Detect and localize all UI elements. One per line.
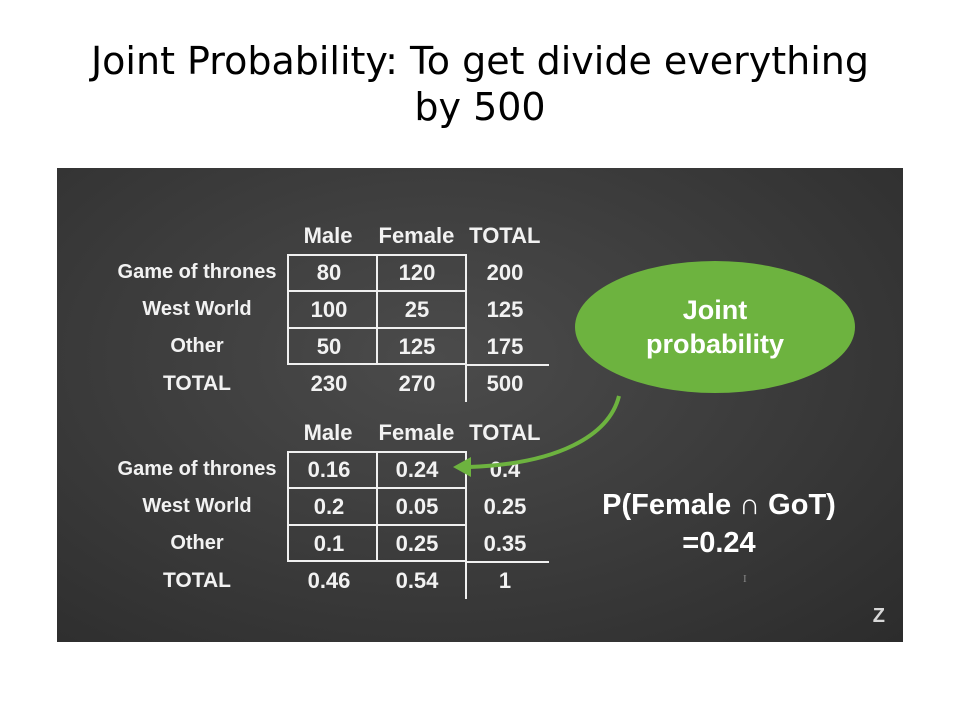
- probs-header-row: Male Female TOTAL: [109, 415, 549, 451]
- cell: 0.46: [307, 568, 351, 593]
- cell: 0.1: [313, 531, 345, 556]
- cell: 500: [486, 371, 524, 396]
- title-line-2: by 500: [414, 85, 546, 129]
- probs-grid-vline: [465, 562, 467, 599]
- probs-grid-hline: [287, 524, 467, 526]
- row-label: West World: [142, 298, 252, 320]
- cell: 230: [310, 371, 348, 396]
- logo-icon: Z: [872, 605, 885, 627]
- table-row: West World 0.2 0.05 0.25: [109, 488, 549, 525]
- row-label: TOTAL: [162, 371, 232, 395]
- counts-header-row: Male Female TOTAL: [109, 218, 549, 254]
- cell: 270: [398, 371, 436, 396]
- formula-line-2: =0.24: [682, 527, 756, 559]
- formula-line-1: P(Female ∩ GoT): [602, 489, 836, 521]
- header-male: Male: [303, 420, 353, 445]
- joint-probability-bubble: Joint probability: [575, 261, 855, 393]
- arrow-to-cell: [453, 395, 621, 477]
- counts-grid-vline: [376, 254, 378, 365]
- row-label: Other: [170, 532, 224, 554]
- cell: 0.25: [395, 531, 439, 556]
- probs-grid-hline: [465, 561, 549, 563]
- probability-table: Male Female TOTAL Game of thrones 0.16 0…: [109, 415, 549, 599]
- title-line-1: Joint Probability: To get divide everyth…: [90, 39, 870, 83]
- header-male: Male: [303, 223, 353, 248]
- text-cursor-icon: I: [743, 573, 747, 585]
- header-total: TOTAL: [469, 223, 541, 248]
- cell: 0.2: [313, 494, 345, 519]
- chalkboard-image: Male Female TOTAL Game of thrones 80 120…: [57, 168, 903, 642]
- cell: 0.25: [483, 494, 527, 519]
- cell: 80: [316, 260, 342, 285]
- formula-text: P(Female ∩ GoT) =0.24: [577, 486, 861, 562]
- header-female: Female: [378, 420, 455, 445]
- counts-grid-hline: [287, 327, 467, 329]
- cell: 0.35: [483, 531, 527, 556]
- table-row: Other 0.1 0.25 0.35: [109, 525, 549, 562]
- cell-highlighted: 0.24: [395, 457, 439, 482]
- row-label: Game of thrones: [117, 261, 277, 283]
- cell: 125: [398, 334, 436, 359]
- arrow-head: [453, 457, 471, 477]
- row-label: West World: [142, 495, 252, 517]
- cell: 100: [310, 297, 348, 322]
- probs-grid-hline: [287, 487, 467, 489]
- probs-grid-vline: [376, 451, 378, 562]
- row-label: Other: [170, 335, 224, 357]
- arrow-curve: [468, 395, 621, 469]
- table-row: Other 50 125 175: [109, 328, 549, 365]
- cell: 175: [486, 334, 524, 359]
- table-row-total: TOTAL 0.46 0.54 1: [109, 562, 549, 599]
- counts-grid-hline: [287, 290, 467, 292]
- cell: 0.16: [307, 457, 351, 482]
- cell: 0.05: [395, 494, 439, 519]
- counts-grid-hline: [465, 364, 549, 366]
- bubble-line-1: Joint: [682, 295, 748, 325]
- cell: 120: [398, 260, 436, 285]
- cell: 200: [486, 260, 524, 285]
- table-row-total: TOTAL 230 270 500: [109, 365, 549, 402]
- table-row: Game of thrones 80 120 200: [109, 254, 549, 291]
- header-total: TOTAL: [469, 420, 541, 445]
- cell: 0.54: [395, 568, 439, 593]
- table-row: West World 100 25 125: [109, 291, 549, 328]
- cell: 25: [404, 297, 430, 322]
- bubble-line-2: probability: [645, 329, 784, 359]
- slide-title: Joint Probability: To get divide everyth…: [40, 38, 920, 130]
- header-female: Female: [378, 223, 455, 248]
- table-row: Game of thrones 0.16 0.24 0.4: [109, 451, 549, 488]
- cell: 50: [316, 334, 342, 359]
- row-label: TOTAL: [162, 568, 232, 592]
- cell: 125: [486, 297, 524, 322]
- row-label: Game of thrones: [117, 458, 277, 480]
- cell: 1: [498, 568, 512, 593]
- counts-table: Male Female TOTAL Game of thrones 80 120…: [109, 218, 549, 402]
- counts-grid-vline: [465, 365, 467, 402]
